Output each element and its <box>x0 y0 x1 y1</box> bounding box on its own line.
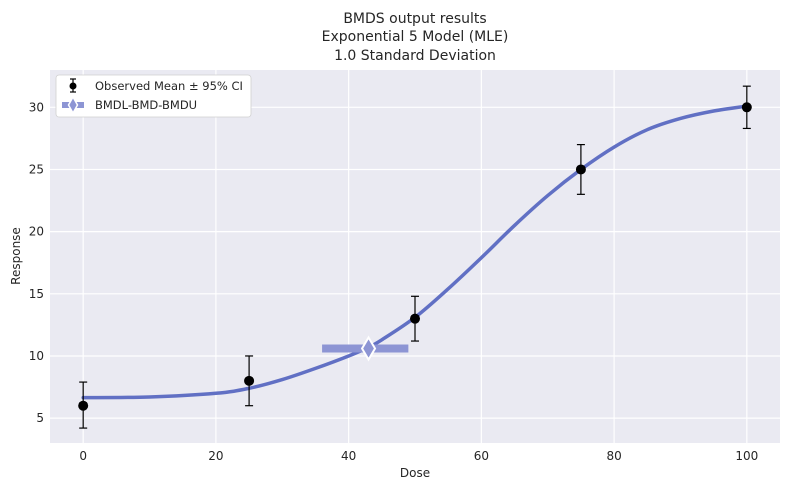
chart-subtitle-1: Exponential 5 Model (MLE) <box>322 29 509 45</box>
x-tick-label: 80 <box>606 449 621 463</box>
legend-observed-label: Observed Mean ± 95% CI <box>95 79 243 93</box>
y-tick-label: 20 <box>29 225 44 239</box>
y-axis-label: Response <box>9 227 23 285</box>
observed-mean-marker <box>410 313 420 324</box>
legend-bmd-label: BMDL-BMD-BMDU <box>95 98 197 112</box>
legend-box <box>55 74 252 118</box>
y-ticks: 5 10 15 20 25 30 <box>29 100 44 425</box>
x-tick-label: 0 <box>79 449 87 463</box>
observed-mean-marker <box>575 164 586 175</box>
x-tick-label: 60 <box>474 449 489 463</box>
x-tick-label: 100 <box>735 449 758 463</box>
observed-mean-marker <box>78 400 89 411</box>
x-tick-label: 40 <box>341 449 356 463</box>
x-ticks: 0 20 40 60 80 100 <box>79 449 758 463</box>
y-tick-label: 25 <box>29 162 44 176</box>
observed-point <box>741 85 752 130</box>
legend-observed-marker <box>69 78 77 93</box>
chart-title: BMDS output results <box>343 11 486 27</box>
bmd-layer <box>322 335 409 362</box>
bmd-diamond <box>360 335 377 362</box>
y-tick-label: 15 <box>29 287 44 301</box>
y-tick-label: 10 <box>29 349 44 363</box>
y-tick-label: 30 <box>29 100 44 114</box>
points-layer <box>78 85 752 429</box>
observed-point <box>78 381 89 429</box>
observed-point <box>575 144 586 195</box>
legend: Observed Mean ± 95% CI BMDL-BMD-BMDU <box>55 74 252 118</box>
observed-mean-marker <box>244 375 255 386</box>
chart-subtitle-2: 1.0 Standard Deviation <box>334 48 496 64</box>
y-tick-label: 5 <box>36 411 44 425</box>
observed-point <box>244 355 255 407</box>
observed-point <box>410 295 420 342</box>
legend-bmd-marker <box>62 95 84 115</box>
observed-mean-marker <box>741 102 752 113</box>
x-axis-label: Dose <box>400 466 430 480</box>
x-tick-label: 20 <box>208 449 223 463</box>
plot-background <box>50 70 780 443</box>
